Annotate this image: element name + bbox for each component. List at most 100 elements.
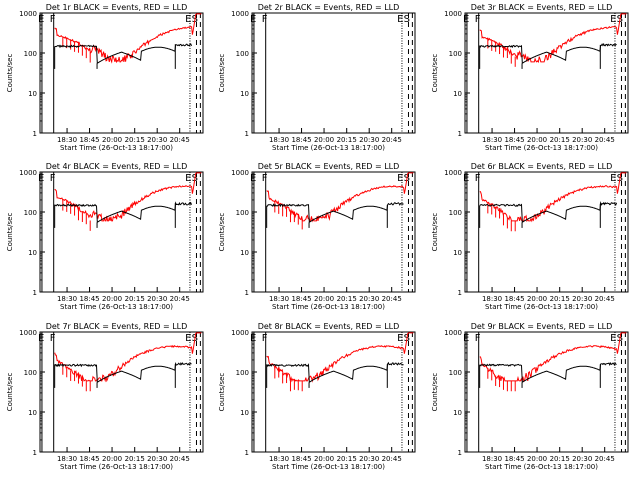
- x-axis-label: Start Time (26-Oct-13 18:17:00): [485, 463, 598, 471]
- time-marker-label: E: [397, 14, 403, 25]
- y-tick-label: 1: [245, 289, 249, 297]
- time-marker-label: E: [610, 173, 616, 184]
- events-series-line: [479, 42, 617, 65]
- events-series-line: [266, 202, 404, 224]
- x-tick-label: 20:00: [102, 295, 122, 303]
- x-tick-label: 20:30: [572, 295, 592, 303]
- y-tick-label: 1000: [444, 10, 462, 18]
- time-marker-label: F: [475, 333, 481, 344]
- panel-title: Det 6r BLACK = Events, RED = LLD: [471, 162, 613, 171]
- x-tick-label: 20:45: [382, 136, 402, 144]
- time-marker-label: E: [463, 14, 469, 25]
- y-tick-label: 1: [33, 449, 37, 457]
- x-axis-label: Start Time (26-Oct-13 18:17:00): [485, 144, 598, 152]
- plot-frame: [39, 331, 204, 453]
- panel-title: Det 1r BLACK = Events, RED = LLD: [46, 3, 188, 12]
- y-tick-label: 1000: [231, 169, 249, 177]
- y-tick-label: 1: [245, 449, 249, 457]
- y-tick-label: 100: [449, 50, 462, 58]
- time-marker-label: F: [262, 14, 268, 25]
- x-tick-label: 20:00: [102, 136, 122, 144]
- x-tick-label: 20:15: [550, 295, 570, 303]
- detector-panel: Det 6r BLACK = Events, RED = LLD 1 10 100 10…: [431, 162, 629, 311]
- x-tick-label: 18:30: [57, 295, 77, 303]
- y-tick-label: 1000: [231, 329, 249, 337]
- time-marker-label: E: [463, 173, 469, 184]
- time-marker-label: E: [250, 14, 256, 25]
- x-tick-label: 18:45: [79, 295, 99, 303]
- y-tick-label: 10: [453, 249, 462, 257]
- time-marker-label: F: [262, 173, 268, 184]
- detector-panel: Det 8r BLACK = Events, RED = LLD 1 10 100 10…: [218, 322, 416, 471]
- x-tick-label: 20:00: [102, 455, 122, 463]
- x-tick-label: 20:45: [170, 295, 190, 303]
- x-tick-label: 20:00: [527, 295, 547, 303]
- x-tick-label: 20:30: [359, 136, 379, 144]
- y-tick-label: 1: [33, 289, 37, 297]
- x-tick-label: 20:30: [147, 136, 167, 144]
- x-tick-label: 20:30: [359, 455, 379, 463]
- y-tick-label: 100: [236, 369, 249, 377]
- x-axis-label: Start Time (26-Oct-13 18:17:00): [60, 303, 173, 311]
- detector-panel: Det 4r BLACK = Events, RED = LLD 1 10 100 10…: [6, 162, 204, 311]
- x-tick-label: 18:30: [269, 136, 289, 144]
- x-tick-label: 20:30: [359, 295, 379, 303]
- y-axis-label: Counts/sec: [218, 373, 226, 412]
- time-marker-label: F: [50, 14, 56, 25]
- events-series-line: [54, 43, 193, 65]
- y-tick-label: 100: [236, 209, 249, 217]
- x-tick-label: 20:15: [337, 136, 357, 144]
- y-tick-label: 100: [236, 50, 249, 58]
- events-series-line: [54, 362, 192, 384]
- x-tick-label: 20:15: [125, 295, 145, 303]
- x-tick-label: 20:45: [595, 455, 615, 463]
- x-tick-label: 18:45: [291, 455, 311, 463]
- x-axis-label: Start Time (26-Oct-13 18:17:00): [272, 303, 385, 311]
- time-marker-label: F: [262, 333, 268, 344]
- panel-title: Det 3r BLACK = Events, RED = LLD: [471, 3, 613, 12]
- y-tick-label: 100: [449, 369, 462, 377]
- y-tick-label: 1000: [231, 10, 249, 18]
- detector-panel: Det 9r BLACK = Events, RED = LLD 1 10 100 10…: [431, 322, 629, 471]
- x-tick-label: 20:45: [382, 295, 402, 303]
- x-tick-label: 20:45: [170, 136, 190, 144]
- y-axis-label: Counts/sec: [6, 213, 14, 252]
- time-marker-label: F: [475, 173, 481, 184]
- plot-frame: [251, 171, 416, 293]
- y-tick-label: 1000: [19, 329, 37, 337]
- x-axis-label: Start Time (26-Oct-13 18:17:00): [272, 144, 385, 152]
- y-tick-label: 10: [28, 249, 37, 257]
- time-marker-label: E: [397, 333, 403, 344]
- x-tick-label: 20:15: [125, 136, 145, 144]
- time-marker-label: E: [463, 333, 469, 344]
- time-marker-label: E: [38, 173, 44, 184]
- time-marker-label: E: [397, 173, 403, 184]
- x-tick-label: 20:45: [382, 455, 402, 463]
- time-marker-label: E: [185, 14, 191, 25]
- x-tick-label: 18:30: [57, 136, 77, 144]
- events-series-line: [54, 201, 193, 224]
- x-tick-label: 18:45: [79, 136, 99, 144]
- lld-series-line: [266, 172, 414, 223]
- time-marker-label: E: [185, 333, 191, 344]
- x-tick-label: 18:45: [504, 455, 524, 463]
- time-marker-label: S: [404, 14, 410, 25]
- y-tick-label: 100: [24, 369, 37, 377]
- x-tick-label: 18:45: [504, 136, 524, 144]
- y-tick-label: 100: [24, 50, 37, 58]
- y-tick-label: 10: [453, 409, 462, 417]
- lld-series-line: [479, 332, 627, 383]
- y-tick-label: 100: [24, 209, 37, 217]
- time-marker-label: E: [38, 333, 44, 344]
- y-tick-label: 1: [245, 130, 249, 138]
- events-series-line: [479, 362, 617, 384]
- y-tick-label: 1000: [19, 10, 37, 18]
- y-tick-label: 100: [449, 209, 462, 217]
- panel-title: Det 5r BLACK = Events, RED = LLD: [258, 162, 400, 171]
- y-axis-label: Counts/sec: [431, 373, 439, 412]
- x-tick-label: 20:00: [314, 136, 334, 144]
- y-tick-label: 1000: [444, 329, 462, 337]
- events-series-line: [479, 201, 618, 224]
- x-tick-label: 20:00: [314, 455, 334, 463]
